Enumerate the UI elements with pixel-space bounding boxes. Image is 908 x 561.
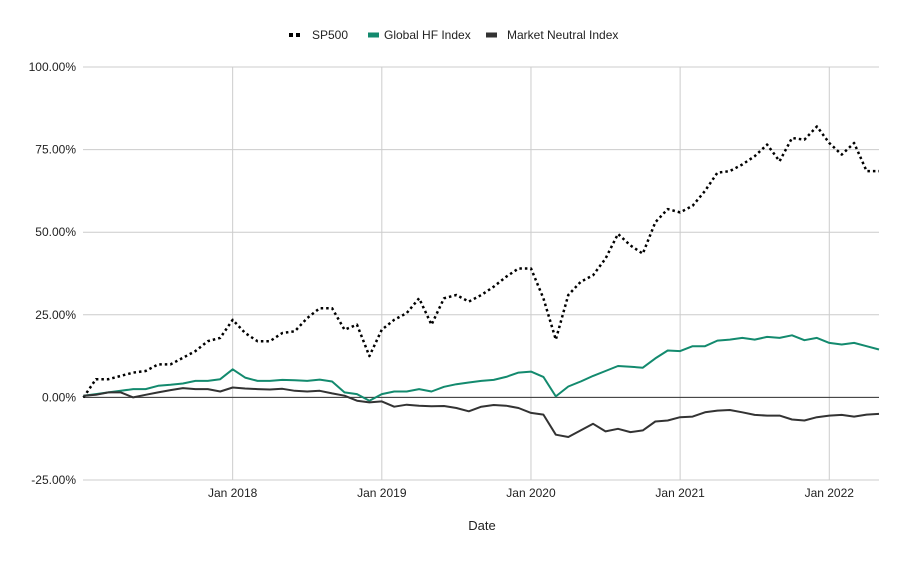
x-axis-tick-labels: Jan 2018 Jan 2019 Jan 2020 Jan 2021 Jan 2022 [208,486,854,500]
y-tick-label: 50.00% [35,225,76,239]
legend: SP500 Global HF Index Market Neutral Index [289,28,618,42]
legend-label: Global HF Index [384,28,471,42]
series-line-market-neutral-index [83,386,880,438]
x-tick-label: Jan 2018 [208,486,258,500]
x-tick-label: Jan 2019 [357,486,407,500]
series-line-global-hf-index [83,334,880,402]
y-tick-label: 0.00% [42,390,76,404]
y-tick-label: 100.00% [29,60,77,74]
legend-label: SP500 [312,28,348,42]
legend-swatch [486,32,497,38]
legend-swatch [368,32,379,38]
x-tick-label: Jan 2022 [805,486,855,500]
legend-label: Market Neutral Index [507,28,618,42]
y-tick-label: -25.00% [31,473,76,487]
x-tick-label: Jan 2020 [506,486,556,500]
y-tick-label: 25.00% [35,308,76,322]
legend-item: SP500 [289,28,348,42]
x-axis-title: Date [468,518,495,533]
series-lines [82,125,880,438]
legend-item: Market Neutral Index [486,28,618,42]
gridlines [83,66,879,481]
y-axis-tick-labels: 100.00% 75.00% 50.00% 25.00% 0.00% -25.00% [29,60,77,487]
x-tick-label: Jan 2021 [655,486,705,500]
legend-item: Global HF Index [368,28,471,42]
series-line-sp500 [82,125,879,399]
y-tick-label: 75.00% [35,143,76,157]
